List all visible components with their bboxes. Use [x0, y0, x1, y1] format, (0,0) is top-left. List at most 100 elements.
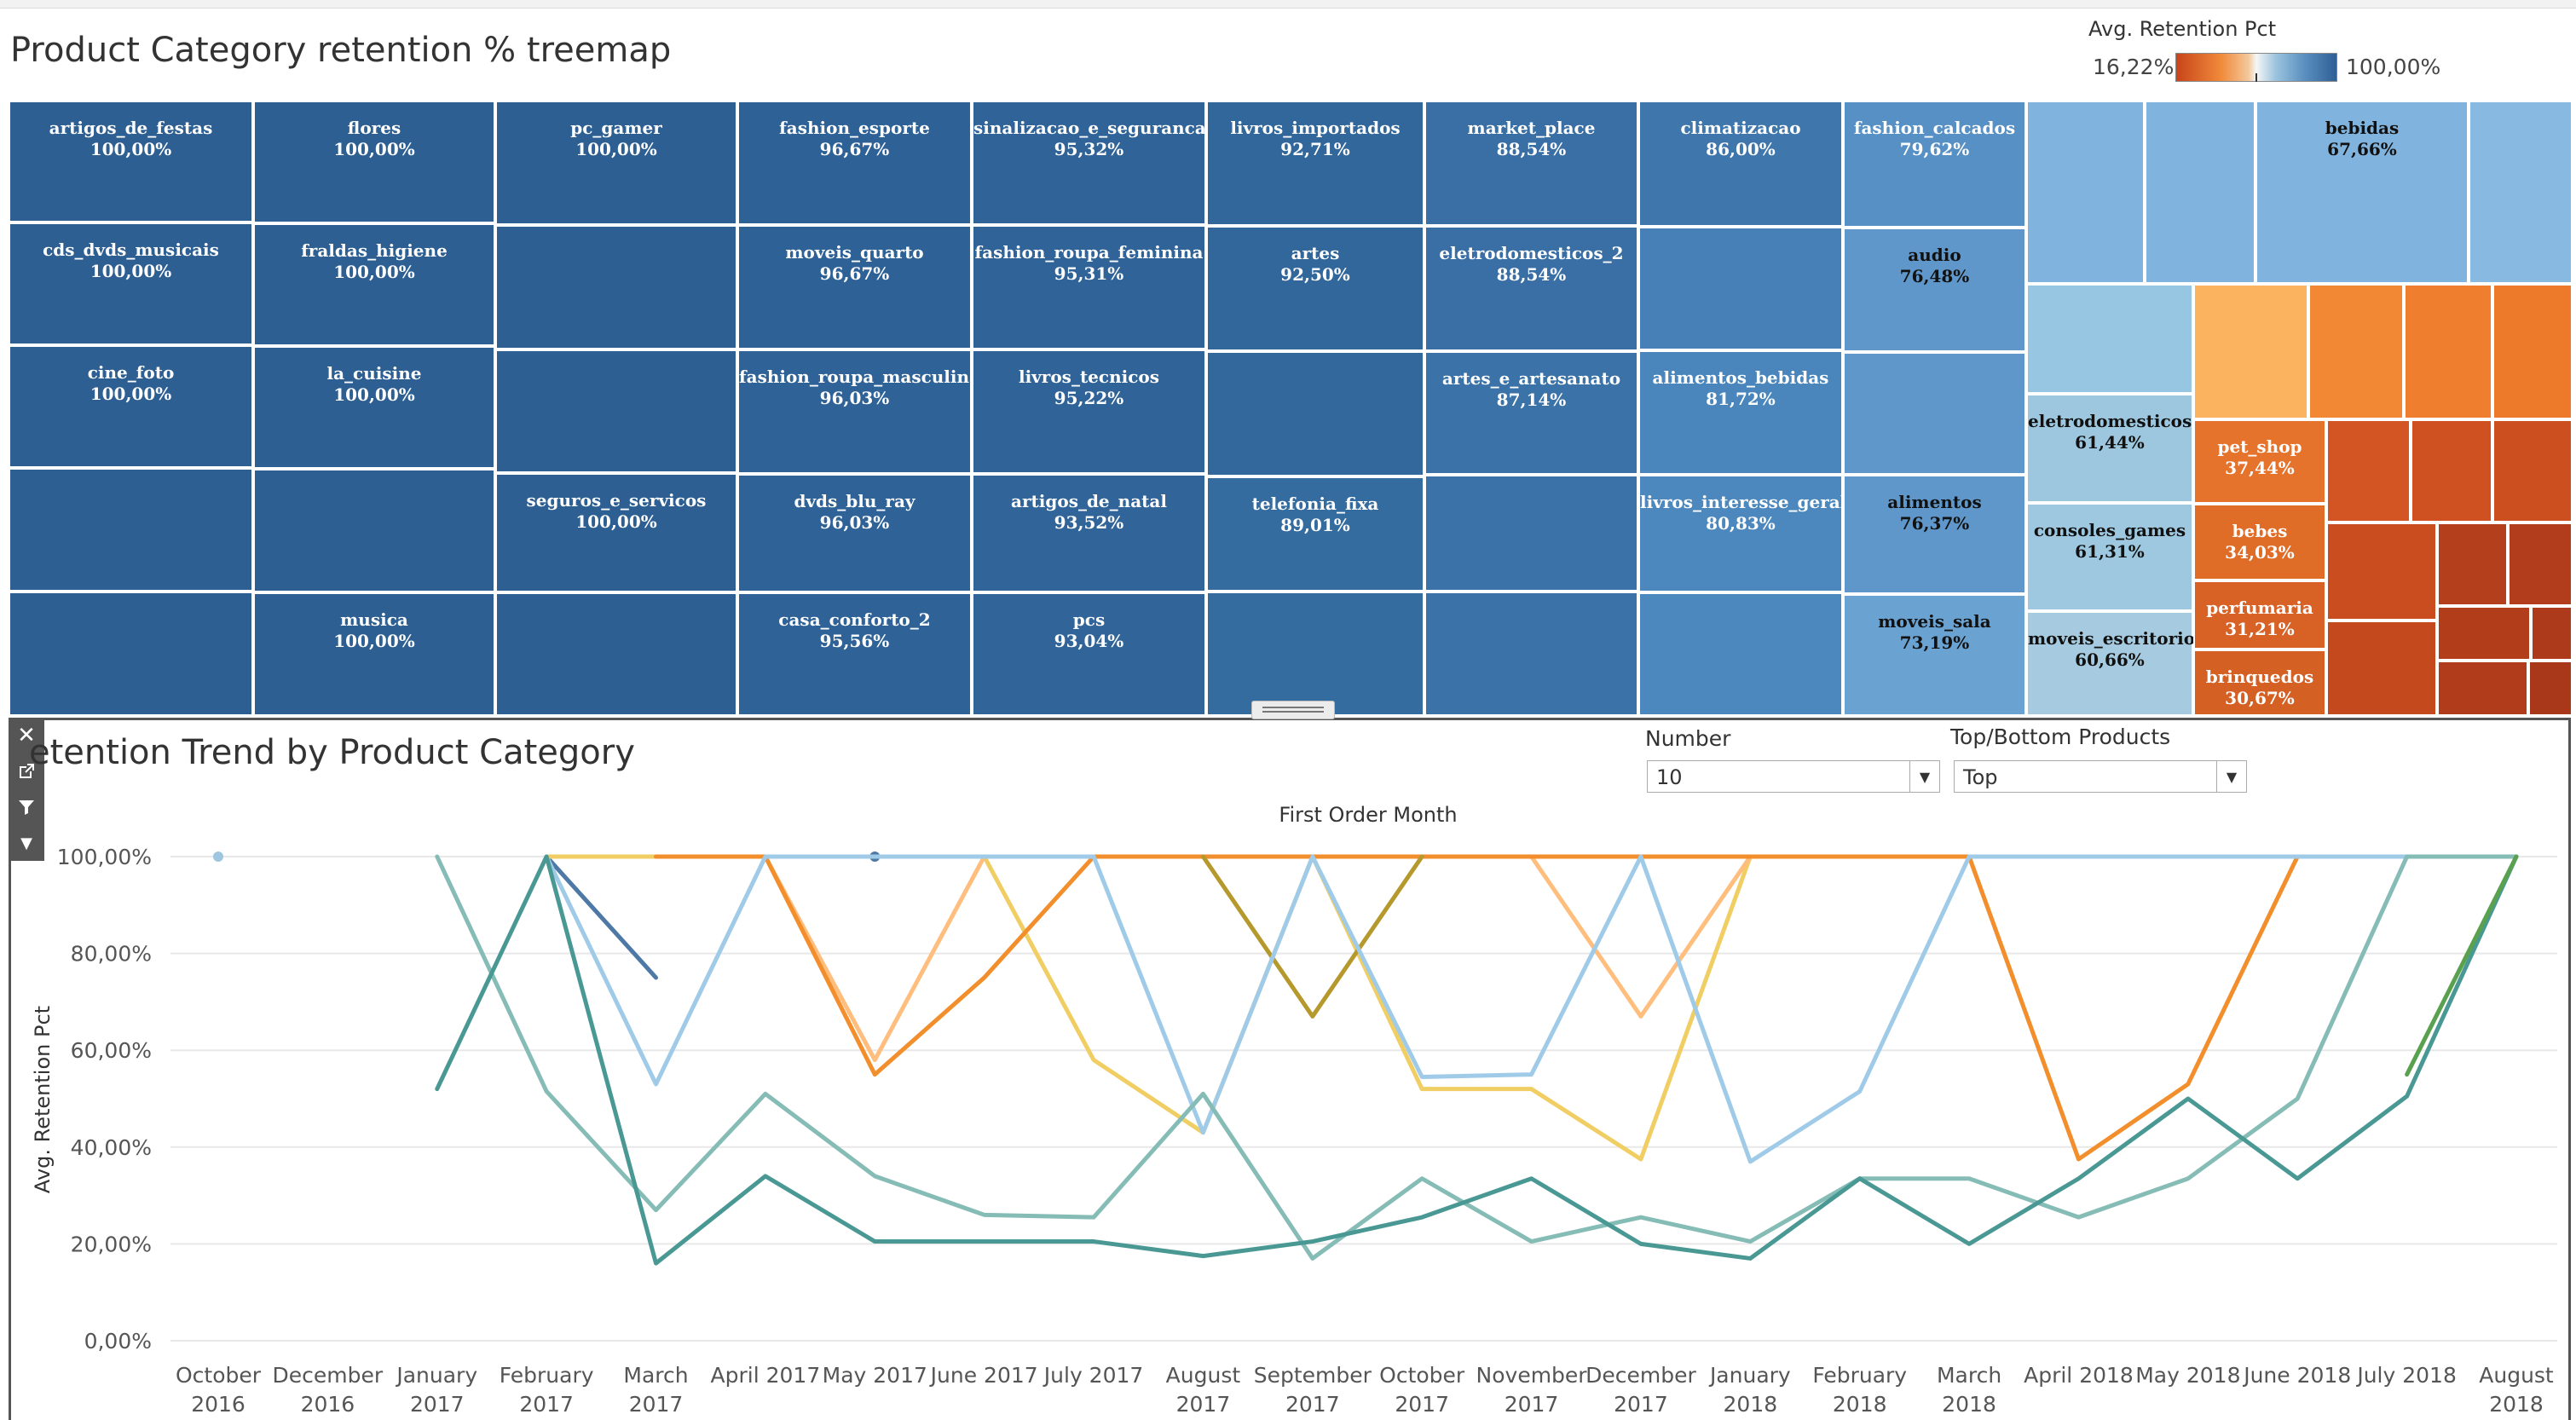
treemap-tile[interactable]: bebidas 67,66% [2255, 101, 2469, 284]
series-line[interactable] [544, 854, 659, 980]
treemap-tile[interactable] [9, 468, 253, 592]
treemap-tile[interactable] [2326, 621, 2437, 716]
resize-handle[interactable] [1251, 701, 1335, 719]
treemap-tile[interactable] [495, 592, 737, 716]
more-options-icon[interactable]: ▼ [20, 834, 32, 852]
treemap-tile[interactable] [2437, 522, 2508, 606]
treemap-tile[interactable]: market_place 88,54% [1424, 101, 1638, 226]
treemap-tile[interactable] [2411, 419, 2492, 522]
chevron-down-icon[interactable]: ▼ [1909, 761, 1939, 792]
treemap-tile[interactable]: eletrodomesticos 61,44% [2026, 394, 2193, 503]
treemap-tile[interactable]: perfumaria 31,21% [2193, 580, 2326, 649]
treemap-tile[interactable]: telefonia_fixa 89,01% [1206, 476, 1424, 592]
treemap-tile[interactable]: cds_dvds_musicais 100,00% [9, 222, 253, 345]
x-tick-label: December [1585, 1363, 1696, 1388]
series-line[interactable] [2405, 854, 2519, 1077]
treemap-tile[interactable]: artes_e_artesanato 87,14% [1424, 351, 1638, 475]
treemap-tile[interactable] [1424, 592, 1638, 716]
legend-title: Avg. Retention Pct [2088, 17, 2277, 41]
treemap-tile[interactable] [2308, 284, 2404, 419]
treemap-tile[interactable]: cine_foto 100,00% [9, 345, 253, 468]
treemap-tile[interactable]: fashion_roupa_masculina 96,03% [737, 349, 980, 474]
treemap-tile[interactable] [2026, 284, 2193, 394]
treemap-tile[interactable]: pcs 93,04% [972, 592, 1206, 716]
treemap-tile[interactable] [2145, 101, 2255, 284]
treemap-tile[interactable]: artes 92,50% [1206, 226, 1424, 351]
treemap-tile[interactable] [1843, 352, 2026, 475]
treemap-tile[interactable]: moveis_escritorio 60,66% [2026, 611, 2195, 716]
filter-icon[interactable] [9, 789, 44, 825]
treemap-tile[interactable]: alimentos 76,37% [1843, 475, 2026, 594]
treemap-tile[interactable] [2437, 606, 2531, 661]
legend-marker [2255, 73, 2257, 82]
treemap-tile[interactable] [1638, 227, 1843, 350]
treemap-tile[interactable] [2326, 419, 2411, 522]
treemap-tile[interactable]: brinquedos 30,67% [2193, 649, 2326, 716]
treemap-tile[interactable]: fraldas_higiene 100,00% [253, 223, 495, 346]
treemap-tile[interactable]: artigos_de_natal 93,52% [972, 474, 1206, 592]
popout-icon[interactable] [9, 753, 44, 789]
tile-value-label: 80,83% [1706, 513, 1776, 534]
treemap-tile[interactable]: bebes 34,03% [2193, 504, 2326, 580]
treemap-tile[interactable] [1206, 592, 1424, 716]
tile-category-label: market_place [1467, 118, 1596, 138]
series-line[interactable] [654, 854, 1753, 1063]
treemap-tile[interactable]: audio 76,48% [1843, 228, 2026, 352]
treemap-tile[interactable]: livros_importados 92,71% [1206, 101, 1424, 226]
treemap-tile[interactable]: dvds_blu_ray 96,03% [737, 474, 972, 592]
treemap-tile[interactable] [2469, 101, 2573, 284]
series-line[interactable] [544, 854, 2519, 1164]
treemap-tile[interactable] [253, 469, 495, 592]
treemap-tile[interactable] [495, 349, 737, 473]
treemap-tile[interactable]: livros_interesse_geral 80,83% [1638, 475, 1846, 592]
treemap-tile[interactable]: moveis_quarto 96,67% [737, 225, 972, 349]
treemap-tile[interactable]: fashion_roupa_feminina 95,31% [972, 225, 1206, 349]
treemap-tile[interactable] [2492, 284, 2573, 419]
treemap-tile[interactable]: sinalizacao_e_seguranca 95,32% [972, 101, 1206, 225]
treemap-tile[interactable]: fashion_calcados 79,62% [1843, 101, 2026, 228]
treemap-tile[interactable]: alimentos_bebidas 81,72% [1638, 350, 1843, 475]
x-tick-label: 2017 [519, 1392, 574, 1417]
x-tick-label: 2016 [301, 1392, 355, 1417]
treemap-tile[interactable] [2437, 661, 2528, 716]
x-tick-label: 2017 [629, 1392, 684, 1417]
treemap-tile[interactable]: flores 100,00% [253, 101, 495, 223]
treemap-tile[interactable] [1638, 592, 1843, 716]
treemap-tile[interactable]: fashion_esporte 96,67% [737, 101, 972, 225]
treemap-tile[interactable] [2528, 661, 2573, 716]
tile-value-label: 93,04% [1054, 631, 1124, 651]
treemap-tile[interactable]: casa_conforto_2 95,56% [737, 592, 972, 716]
close-icon[interactable]: ✕ [17, 723, 36, 748]
treemap-tile[interactable] [9, 592, 253, 716]
chevron-down-icon[interactable]: ▼ [2216, 761, 2246, 792]
treemap-tile[interactable] [495, 225, 737, 349]
treemap-tile[interactable]: seguros_e_servicos 100,00% [495, 473, 737, 592]
series-line[interactable] [654, 854, 2519, 1162]
series-line[interactable] [435, 854, 2519, 1261]
treemap-tile[interactable] [2492, 419, 2573, 522]
treemap-tile[interactable]: pet_shop 37,44% [2193, 419, 2326, 504]
treemap-tile[interactable]: artigos_de_festas 100,00% [9, 101, 253, 222]
treemap-tile[interactable]: consoles_games 61,31% [2026, 503, 2193, 611]
series-line[interactable] [1200, 854, 1424, 1019]
treemap-tile[interactable] [2326, 522, 2437, 621]
treemap-tile[interactable] [2193, 284, 2308, 419]
treemap-tile[interactable] [2531, 606, 2573, 661]
treemap-tile[interactable]: la_cuisine 100,00% [253, 346, 495, 469]
treemap-tile[interactable] [1424, 475, 1638, 592]
treemap-tile[interactable]: eletrodomesticos_2 88,54% [1424, 226, 1638, 351]
treemap-tile[interactable] [2404, 284, 2492, 419]
series-line[interactable] [435, 854, 2519, 1266]
treemap-tile[interactable] [2508, 522, 2573, 606]
treemap-tile[interactable]: livros_tecnicos 95,22% [972, 349, 1206, 474]
treemap-tile[interactable]: musica 100,00% [253, 592, 495, 716]
treemap-tile[interactable]: moveis_sala 73,19% [1843, 594, 2026, 716]
treemap-tile[interactable] [1206, 351, 1424, 476]
number-select[interactable]: 10 ▼ [1647, 760, 1940, 793]
treemap-tile[interactable]: pc_gamer 100,00% [495, 101, 737, 225]
treemap-tile[interactable] [2026, 101, 2145, 284]
topbottom-select[interactable]: Top ▼ [1954, 760, 2247, 793]
series-point[interactable] [213, 851, 223, 862]
x-tick-label: November [1476, 1363, 1588, 1388]
treemap-tile[interactable]: climatizacao 86,00% [1638, 101, 1843, 227]
